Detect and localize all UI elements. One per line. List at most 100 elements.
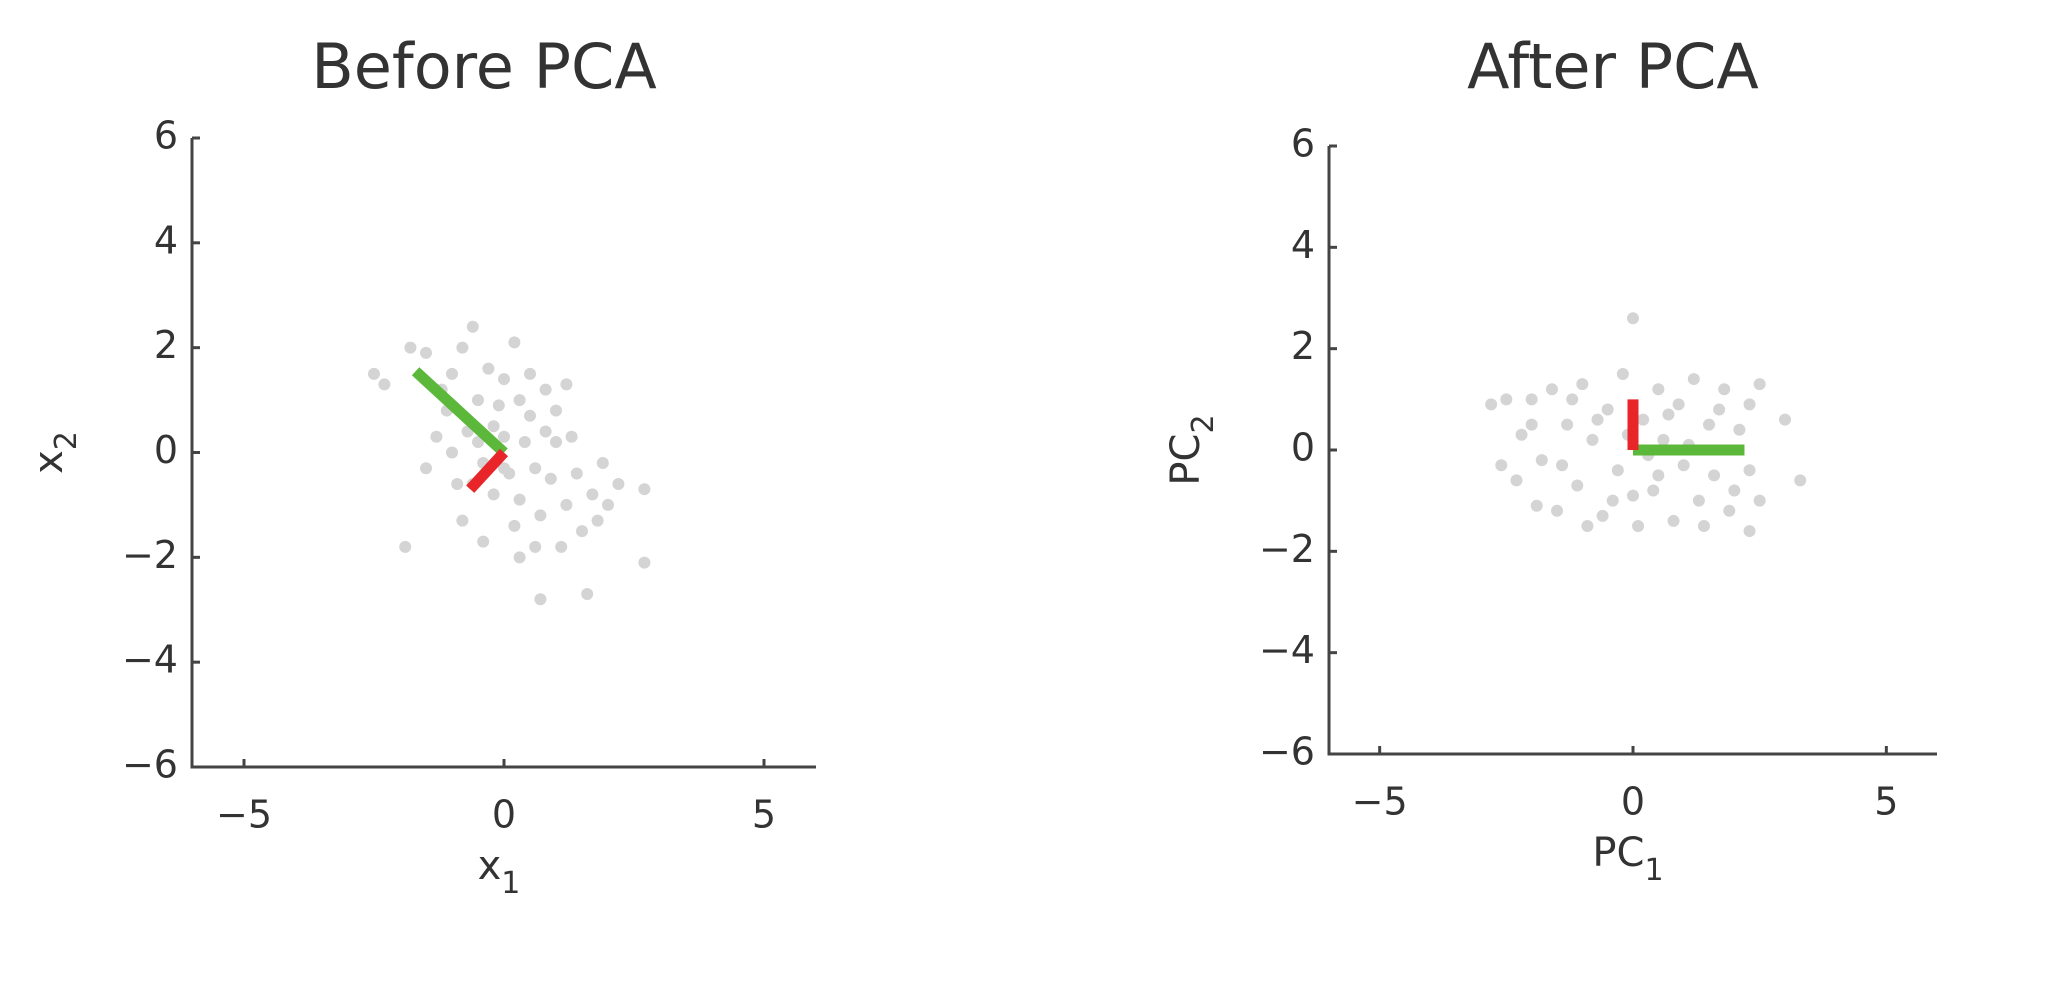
data-point xyxy=(1794,474,1807,487)
data-point xyxy=(1545,383,1558,396)
data-point xyxy=(581,588,594,601)
y-axis-label-sub: 2 xyxy=(1186,414,1221,433)
y-tick-label: −4 xyxy=(122,638,178,682)
x-axis-label-text: PC xyxy=(1592,830,1644,876)
data-point xyxy=(555,540,568,553)
data-point xyxy=(1677,459,1690,472)
data-point xyxy=(524,409,536,422)
data-point xyxy=(1672,398,1685,411)
data-point xyxy=(482,362,495,375)
data-point xyxy=(446,446,458,459)
data-point xyxy=(1611,464,1624,477)
data-point xyxy=(1637,413,1650,426)
data-point xyxy=(1500,393,1513,406)
data-point xyxy=(368,367,380,380)
data-point xyxy=(1535,454,1548,467)
chart-title: Before PCA xyxy=(311,30,657,103)
data-point xyxy=(1697,520,1710,532)
data-point xyxy=(508,519,521,532)
principal-vector xyxy=(411,367,508,457)
y-tick-label: 0 xyxy=(1291,426,1315,470)
data-point xyxy=(487,420,500,433)
data-point xyxy=(612,477,625,490)
data-point xyxy=(1723,504,1736,517)
y-tick-label: −4 xyxy=(1259,628,1315,672)
data-point xyxy=(477,535,490,548)
data-point xyxy=(451,477,464,490)
x-axis-label-sub: 1 xyxy=(1644,853,1663,888)
data-point xyxy=(513,394,526,407)
data-point xyxy=(430,430,443,443)
data-point xyxy=(487,488,500,501)
x-tick-label: 0 xyxy=(492,793,516,837)
data-point xyxy=(1733,423,1746,436)
data-point xyxy=(1596,509,1609,522)
data-point xyxy=(602,498,614,511)
x-axis-label: x1 xyxy=(478,843,521,901)
data-point xyxy=(596,456,609,469)
y-tick-label: 4 xyxy=(154,218,178,262)
y-tick-label: −2 xyxy=(122,533,178,577)
data-point xyxy=(1576,378,1589,391)
data-point xyxy=(529,540,542,553)
data-point xyxy=(1652,383,1665,396)
data-point xyxy=(1687,373,1700,386)
data-point xyxy=(498,430,510,443)
data-point xyxy=(539,383,552,396)
x-tick-label: −5 xyxy=(216,793,272,837)
data-point xyxy=(456,341,469,354)
data-point xyxy=(446,367,458,380)
data-point xyxy=(570,467,583,480)
data-point xyxy=(1627,312,1639,325)
y-tick-label: −6 xyxy=(122,743,178,787)
y-axis-label-sub: 2 xyxy=(49,431,84,450)
principal-vector xyxy=(466,448,509,493)
x-tick-label: 0 xyxy=(1621,780,1645,824)
data-point xyxy=(1728,484,1741,497)
data-point xyxy=(1571,479,1584,492)
data-point xyxy=(1708,469,1721,482)
data-point xyxy=(586,488,599,501)
data-point xyxy=(513,551,526,564)
data-point xyxy=(1779,413,1791,426)
y-tick-label: 2 xyxy=(154,323,178,367)
data-point xyxy=(560,498,573,511)
data-point xyxy=(1632,520,1645,532)
y-tick-label: 6 xyxy=(1291,122,1315,166)
data-point xyxy=(378,378,391,391)
y-tick-label: 2 xyxy=(1291,324,1315,368)
chart-title: After PCA xyxy=(1467,30,1759,103)
data-point xyxy=(1551,504,1563,517)
data-point xyxy=(524,367,536,380)
data-point xyxy=(1601,403,1614,416)
data-point xyxy=(498,462,510,475)
y-tick-label: −2 xyxy=(1259,527,1315,571)
data-point xyxy=(420,462,432,475)
data-point xyxy=(591,514,604,527)
data-point xyxy=(1515,428,1528,441)
data-point xyxy=(1692,494,1705,507)
data-point xyxy=(1743,398,1756,411)
data-point xyxy=(560,378,573,391)
y-tick-label: 4 xyxy=(1291,223,1315,267)
data-point xyxy=(1647,484,1660,497)
x-tick-label: −5 xyxy=(1352,780,1408,824)
data-point xyxy=(1525,418,1538,431)
data-point xyxy=(466,320,479,333)
data-point xyxy=(544,472,557,485)
data-point xyxy=(1743,464,1756,477)
data-point xyxy=(508,336,521,349)
data-point xyxy=(1525,393,1538,406)
data-point xyxy=(1627,489,1639,502)
data-point xyxy=(1561,418,1574,431)
data-point xyxy=(456,514,469,527)
data-point xyxy=(1495,459,1508,472)
y-tick-label: −6 xyxy=(1259,730,1315,774)
y-tick-label: 0 xyxy=(154,428,178,472)
data-point xyxy=(518,436,531,449)
data-point xyxy=(638,483,651,496)
data-point xyxy=(1581,520,1594,532)
data-point xyxy=(472,436,484,449)
data-point xyxy=(1556,459,1569,472)
